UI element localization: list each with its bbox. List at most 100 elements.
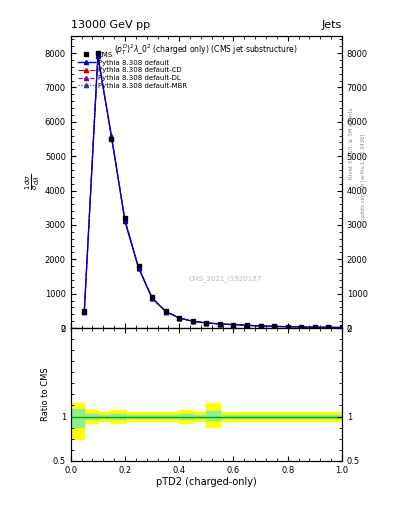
- Pythia 8.308 default-CD: [136, 264, 141, 270]
- CMS: [258, 323, 263, 329]
- CMS: [123, 215, 127, 221]
- Pythia 8.308 default-DL: [231, 322, 236, 328]
- Pythia 8.308 default-CD: [258, 323, 263, 329]
- Line: CMS: CMS: [82, 51, 344, 330]
- Pythia 8.308 default-DL: [150, 295, 154, 301]
- Pythia 8.308 default: [190, 318, 195, 325]
- Pythia 8.308 default-CD: [272, 323, 276, 329]
- Text: Rivet 3.1.10, ≥ 3M events: Rivet 3.1.10, ≥ 3M events: [349, 108, 354, 179]
- Pythia 8.308 default: [299, 324, 303, 330]
- Pythia 8.308 default-DL: [163, 308, 168, 314]
- Line: Pythia 8.308 default: Pythia 8.308 default: [82, 54, 344, 330]
- Pythia 8.308 default: [177, 315, 182, 321]
- Pythia 8.308 default: [285, 324, 290, 330]
- CMS: [299, 324, 303, 330]
- CMS: [163, 308, 168, 314]
- Pythia 8.308 default-MBR: [258, 323, 263, 329]
- Pythia 8.308 default-CD: [163, 308, 168, 314]
- Legend: CMS, Pythia 8.308 default, Pythia 8.308 default-CD, Pythia 8.308 default-DL, Pyt: CMS, Pythia 8.308 default, Pythia 8.308 …: [76, 51, 188, 90]
- Pythia 8.308 default-MBR: [272, 323, 276, 329]
- Text: CMS_2021_I1920187: CMS_2021_I1920187: [189, 275, 262, 282]
- Pythia 8.308 default: [150, 295, 154, 301]
- Pythia 8.308 default-DL: [123, 217, 127, 223]
- Pythia 8.308 default: [231, 322, 236, 328]
- Pythia 8.308 default: [218, 321, 222, 327]
- Pythia 8.308 default-MBR: [95, 53, 100, 59]
- Pythia 8.308 default-DL: [258, 323, 263, 329]
- Line: Pythia 8.308 default-DL: Pythia 8.308 default-DL: [82, 53, 344, 330]
- Pythia 8.308 default-CD: [231, 322, 236, 328]
- CMS: [82, 308, 86, 314]
- Pythia 8.308 default: [204, 320, 209, 326]
- CMS: [95, 50, 100, 56]
- CMS: [150, 294, 154, 300]
- Pythia 8.308 default-MBR: [218, 321, 222, 327]
- Line: Pythia 8.308 default-MBR: Pythia 8.308 default-MBR: [82, 54, 344, 330]
- Pythia 8.308 default-MBR: [204, 320, 209, 326]
- Pythia 8.308 default-CD: [82, 308, 86, 314]
- Pythia 8.308 default: [82, 308, 86, 314]
- Pythia 8.308 default-CD: [177, 315, 182, 321]
- CMS: [272, 323, 276, 329]
- CMS: [340, 325, 344, 331]
- Pythia 8.308 default-DL: [312, 324, 317, 330]
- Pythia 8.308 default-DL: [244, 322, 250, 328]
- Pythia 8.308 default-CD: [244, 322, 250, 328]
- Pythia 8.308 default-CD: [312, 324, 317, 330]
- Pythia 8.308 default-MBR: [299, 324, 303, 330]
- Pythia 8.308 default-MBR: [231, 322, 236, 328]
- Pythia 8.308 default-MBR: [244, 322, 250, 328]
- Pythia 8.308 default-DL: [95, 52, 100, 58]
- Pythia 8.308 default-CD: [340, 325, 344, 331]
- CMS: [190, 318, 195, 324]
- Pythia 8.308 default-MBR: [326, 324, 331, 330]
- Pythia 8.308 default-MBR: [136, 265, 141, 271]
- Pythia 8.308 default-DL: [285, 324, 290, 330]
- Pythia 8.308 default-CD: [109, 134, 114, 140]
- Pythia 8.308 default: [258, 323, 263, 329]
- Pythia 8.308 default-CD: [123, 217, 127, 223]
- Pythia 8.308 default: [244, 322, 250, 328]
- Pythia 8.308 default-CD: [190, 318, 195, 324]
- Pythia 8.308 default-DL: [272, 323, 276, 329]
- CMS: [109, 136, 114, 142]
- Pythia 8.308 default-DL: [340, 325, 344, 331]
- Pythia 8.308 default-MBR: [163, 309, 168, 315]
- Pythia 8.308 default: [312, 324, 317, 330]
- Pythia 8.308 default-DL: [136, 265, 141, 271]
- Pythia 8.308 default-MBR: [190, 318, 195, 325]
- Pythia 8.308 default-DL: [326, 324, 331, 330]
- Text: Jets: Jets: [321, 20, 342, 30]
- Pythia 8.308 default: [340, 325, 344, 331]
- Pythia 8.308 default-MBR: [340, 325, 344, 331]
- Pythia 8.308 default: [272, 323, 276, 329]
- Pythia 8.308 default-MBR: [109, 135, 114, 141]
- Pythia 8.308 default-MBR: [177, 315, 182, 321]
- Pythia 8.308 default: [123, 219, 127, 225]
- CMS: [244, 322, 250, 328]
- CMS: [312, 324, 317, 330]
- Pythia 8.308 default-CD: [299, 324, 303, 330]
- Pythia 8.308 default-DL: [299, 324, 303, 330]
- Pythia 8.308 default: [163, 308, 168, 314]
- CMS: [218, 321, 222, 327]
- CMS: [285, 324, 290, 330]
- CMS: [231, 322, 236, 328]
- Pythia 8.308 default-MBR: [150, 295, 154, 301]
- CMS: [177, 314, 182, 321]
- CMS: [136, 263, 141, 269]
- Pythia 8.308 default: [95, 53, 100, 59]
- Text: mcplots.cern.ch [arXiv:1306.3436]: mcplots.cern.ch [arXiv:1306.3436]: [361, 134, 366, 225]
- Pythia 8.308 default-MBR: [285, 324, 290, 330]
- CMS: [204, 320, 209, 326]
- Line: Pythia 8.308 default-CD: Pythia 8.308 default-CD: [82, 53, 344, 330]
- Y-axis label: Ratio to CMS: Ratio to CMS: [41, 368, 50, 421]
- Pythia 8.308 default-CD: [326, 324, 331, 330]
- Text: 13000 GeV pp: 13000 GeV pp: [71, 20, 150, 30]
- Pythia 8.308 default-DL: [204, 320, 209, 326]
- Pythia 8.308 default-CD: [95, 52, 100, 58]
- Pythia 8.308 default-DL: [109, 134, 114, 140]
- Pythia 8.308 default-CD: [204, 320, 209, 326]
- Pythia 8.308 default: [136, 265, 141, 271]
- Pythia 8.308 default-MBR: [82, 309, 86, 315]
